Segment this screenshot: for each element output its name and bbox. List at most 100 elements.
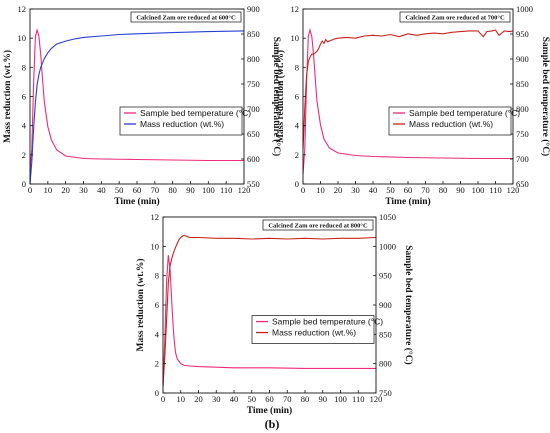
y2-tick-label: 750 — [379, 388, 392, 398]
annotation-box — [399, 11, 511, 23]
y-tick-label: 10 — [291, 33, 300, 43]
y-tick-label: 0 — [22, 179, 26, 189]
x-tick-label: 20 — [334, 185, 343, 195]
x-tick-label: 40 — [230, 394, 239, 404]
annotation-text: Calcined Zam ore reduced at 600°C — [136, 14, 236, 21]
x-tick-label: 80 — [301, 394, 310, 404]
y2-tick-label: 850 — [379, 329, 392, 339]
legend-box — [388, 106, 512, 136]
x-tick-label: 40 — [369, 185, 378, 195]
y-tick-label: 4 — [22, 121, 27, 131]
mass-reduction-line — [29, 30, 245, 185]
legend-label: Mass reduction (wt.%) — [140, 119, 224, 129]
legend-label: Sample bed temperature (°C) — [140, 108, 251, 118]
y-tick-label: 12 — [291, 4, 300, 14]
temperature-line — [162, 255, 376, 388]
x-tick-label: 20 — [194, 394, 203, 404]
legend-label: Mass reduction (wt.%) — [272, 328, 356, 338]
y-tick-label: 6 — [155, 300, 159, 310]
temperature-line — [29, 27, 244, 172]
x-tick-label: 80 — [168, 185, 177, 195]
y-axis-label: Mass reduction (wt.%) — [135, 259, 146, 352]
y2-tick-label: 1000 — [516, 4, 533, 14]
x-tick-label: 10 — [316, 185, 325, 195]
x-tick-label: 10 — [44, 185, 53, 195]
x-tick-label: 0 — [161, 394, 165, 404]
legend-label: Sample bed temperature (°C) — [272, 317, 383, 327]
x-tick-label: 120 — [370, 394, 383, 404]
x-tick-label: 60 — [133, 185, 142, 195]
x-tick-label: 70 — [421, 185, 430, 195]
y-tick-label: 0 — [155, 388, 159, 398]
y2-tick-label: 950 — [379, 271, 392, 281]
y2-tick-label: 650 — [516, 179, 529, 189]
legend-label: Mass reduction (wt.%) — [409, 119, 493, 129]
annotation-box — [262, 219, 374, 231]
x-axis-label: Time (min) — [385, 196, 430, 207]
x-tick-label: 30 — [79, 185, 88, 195]
y2-tick-label: 1050 — [379, 212, 396, 222]
x-tick-label: 80 — [439, 185, 448, 195]
y-tick-label: 6 — [295, 92, 299, 102]
x-tick-label: 60 — [404, 185, 413, 195]
y-tick-label: 8 — [155, 271, 159, 281]
y-axis-label: Mass reduction (wt.%) — [275, 50, 286, 143]
y2-tick-label: 700 — [247, 104, 260, 114]
y-tick-label: 8 — [22, 62, 26, 72]
y-tick-label: 10 — [151, 241, 160, 251]
y2-tick-label: 550 — [247, 179, 260, 189]
y2-tick-label: 850 — [516, 79, 529, 89]
figure-label: (b) — [265, 417, 280, 431]
y-tick-label: 10 — [18, 33, 27, 43]
y-tick-label: 2 — [155, 359, 159, 369]
plot-frame — [29, 8, 245, 185]
x-tick-label: 40 — [97, 185, 106, 195]
y-tick-label: 4 — [155, 329, 160, 339]
y2-tick-label: 900 — [247, 4, 260, 14]
legend-box — [119, 106, 243, 136]
x-tick-label: 60 — [265, 394, 274, 404]
y2-tick-label: 600 — [247, 154, 260, 164]
x-tick-label: 70 — [283, 394, 292, 404]
y2-tick-label: 900 — [516, 54, 529, 64]
annotation-text: Calcined Zam ore reduced at 800°C — [268, 222, 368, 229]
mass-reduction-line — [302, 29, 514, 150]
x-tick-label: 110 — [489, 185, 501, 195]
y-tick-label: 0 — [295, 179, 299, 189]
x-tick-label: 90 — [456, 185, 465, 195]
x-tick-label: 10 — [177, 394, 186, 404]
x-tick-label: 100 — [472, 185, 485, 195]
y2-axis-label: Sample bed temperature (°C) — [403, 245, 414, 364]
y-tick-label: 6 — [22, 92, 26, 102]
y-tick-label: 2 — [22, 150, 26, 160]
mass-reduction-line — [162, 234, 377, 386]
x-axis-label: Time (min) — [114, 196, 159, 207]
chart-800c: 0 10 20 30 40 50 60 70 80 90 100 110 120 0 2 4 6 8 10 12 750… — [135, 212, 414, 416]
y2-tick-label: 1000 — [379, 241, 396, 251]
x-tick-label: 90 — [319, 394, 328, 404]
x-tick-label: 110 — [352, 394, 364, 404]
x-tick-label: 20 — [61, 185, 70, 195]
y2-tick-label: 900 — [379, 300, 392, 310]
y2-tick-label: 850 — [247, 29, 260, 39]
legend-label: Sample bed temperature (°C) — [409, 108, 520, 118]
annotation-text: Calcined Zam ore reduced at 700°C — [405, 14, 505, 21]
y2-tick-label: 800 — [516, 104, 529, 114]
y2-tick-label: 800 — [247, 54, 260, 64]
y2-axis-label: Sample bed temperature (°C) — [271, 37, 282, 156]
x-tick-label: 100 — [202, 185, 215, 195]
x-tick-label: 90 — [186, 185, 195, 195]
x-tick-label: 120 — [507, 185, 520, 195]
y2-tick-label: 800 — [379, 359, 392, 369]
annotation-box — [130, 11, 242, 23]
y-tick-label: 12 — [151, 212, 160, 222]
y2-tick-label: 750 — [516, 129, 529, 139]
x-tick-label: 50 — [386, 185, 395, 195]
chart-700c: 0 10 20 30 40 50 60 70 80 90 100 110 120 0 2 4 6 8 10 12 650… — [275, 4, 550, 207]
x-tick-label: 100 — [334, 394, 347, 404]
y2-axis-label: Sample bed temperature (°C) — [540, 37, 550, 156]
y2-tick-label: 650 — [247, 129, 260, 139]
x-tick-label: 0 — [301, 185, 305, 195]
y2-tick-label: 950 — [516, 29, 529, 39]
